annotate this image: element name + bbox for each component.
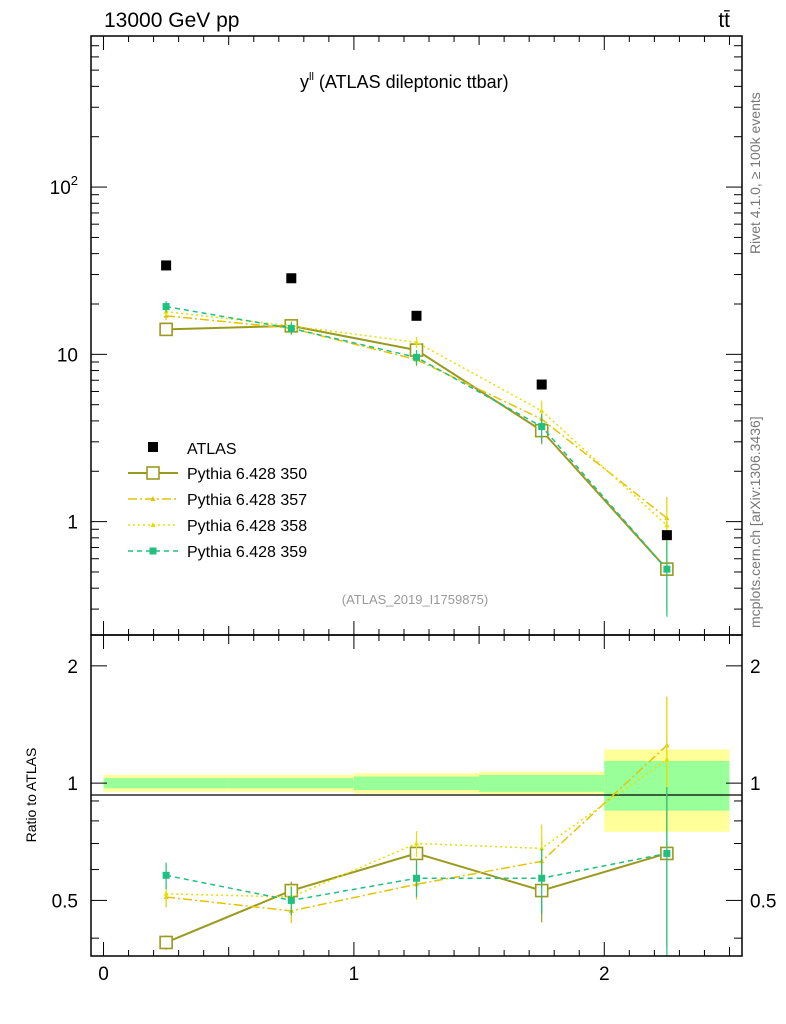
- series-point-2-2: [414, 339, 419, 345]
- ratio-point-3-0: [162, 871, 170, 879]
- data-point-2: [411, 310, 422, 321]
- y-tick-label-10: 10: [57, 345, 78, 366]
- energy-label: 13000 GeV pp: [104, 9, 239, 32]
- ratio-frame: [90, 634, 743, 957]
- title-sup: ll: [309, 71, 314, 83]
- axes: 0 1 2 1 10 102 0.5 0.5 1 1 2 2: [50, 35, 776, 985]
- legend-label-3: Pythia 6.428 359: [187, 544, 307, 561]
- ratio-point-2-2: [414, 840, 419, 846]
- band-green-2: [353, 776, 480, 791]
- series-line-1: [166, 315, 668, 519]
- process-label: tt̄: [718, 9, 730, 32]
- x-tick-label-1: 1: [349, 964, 360, 985]
- ratio-plot-marks: [159, 696, 674, 956]
- mcplots-label: mcplots.cern.ch [arXiv:1306.3436]: [747, 416, 763, 628]
- legend-marker-3: [149, 547, 157, 555]
- data-point-0: [161, 260, 172, 271]
- data-point-3: [536, 379, 547, 390]
- legend-marker-data: [148, 442, 158, 452]
- series-point-3-1: [287, 324, 295, 332]
- ratio-point-2-0: [163, 890, 169, 896]
- ratio-point-3-3: [538, 874, 546, 882]
- legend-label-1: Pythia 6.428 357: [187, 492, 307, 509]
- ratio-y-label-right-2: 2: [750, 657, 761, 678]
- ratio-point-2-4: [664, 756, 670, 762]
- legend-label-data: ATLAS: [187, 441, 237, 458]
- band-green-0: [103, 778, 229, 789]
- ratio-y-label-right-1: 1: [750, 774, 761, 795]
- series-point-2-3: [539, 407, 545, 413]
- ratio-point-0-0: [159, 935, 173, 950]
- ratio-y-label-left-0.5: 0.5: [52, 891, 78, 912]
- series-point-3-3: [538, 423, 546, 431]
- y-tick-label-1: 1: [67, 513, 78, 534]
- title-var: y: [300, 72, 309, 92]
- series-line-2: [166, 310, 668, 526]
- ratio-y-label-right-0.5: 0.5: [750, 891, 776, 912]
- main-plot-marks: [159, 260, 674, 617]
- ratio-y-label-left-1: 1: [67, 774, 78, 795]
- ratio-line-1: [166, 744, 668, 912]
- ratio-y-label-left-2: 2: [67, 657, 78, 678]
- series-point-3-4: [663, 565, 671, 573]
- data-point-4: [661, 530, 672, 541]
- ratio-axis-label: Ratio to ATLAS: [23, 748, 39, 843]
- chart-title: yll (ATLAS dileptonic ttbar): [300, 71, 509, 92]
- ratio-point-3-2: [413, 874, 420, 882]
- ratio-point-3-4: [663, 849, 671, 857]
- y-tick-label-100: 102: [50, 173, 78, 199]
- x-tick-label-0: 0: [98, 964, 109, 985]
- ratio-point-3-1: [287, 896, 295, 904]
- data-point-1: [286, 273, 297, 284]
- series-point-0-0: [159, 322, 173, 337]
- band-green-1: [228, 778, 354, 789]
- band-green-3: [479, 774, 605, 792]
- legend-marker-2: [150, 522, 156, 527]
- series-point-3-0: [162, 303, 170, 311]
- legend: ATLAS Pythia 6.428 350 Pythia 6.428 357 Pyt…: [128, 441, 307, 561]
- legend-label-2: Pythia 6.428 358: [187, 518, 307, 535]
- series-point-2-4: [664, 522, 670, 528]
- legend-marker-0: [146, 466, 160, 480]
- ratio-point-2-3: [539, 845, 545, 851]
- rivet-label: Rivet 4.1.0, ≥ 100k events: [747, 92, 763, 254]
- ratio-uncertainty-bands: [103, 749, 730, 832]
- title-rest: (ATLAS dileptonic ttbar): [314, 72, 509, 92]
- legend-marker-1: [150, 496, 156, 501]
- series-point-3-2: [413, 353, 420, 361]
- analysis-id: (ATLAS_2019_I1759875): [342, 592, 488, 607]
- x-tick-label-2: 2: [599, 964, 610, 985]
- legend-label-0: Pythia 6.428 350: [187, 466, 307, 483]
